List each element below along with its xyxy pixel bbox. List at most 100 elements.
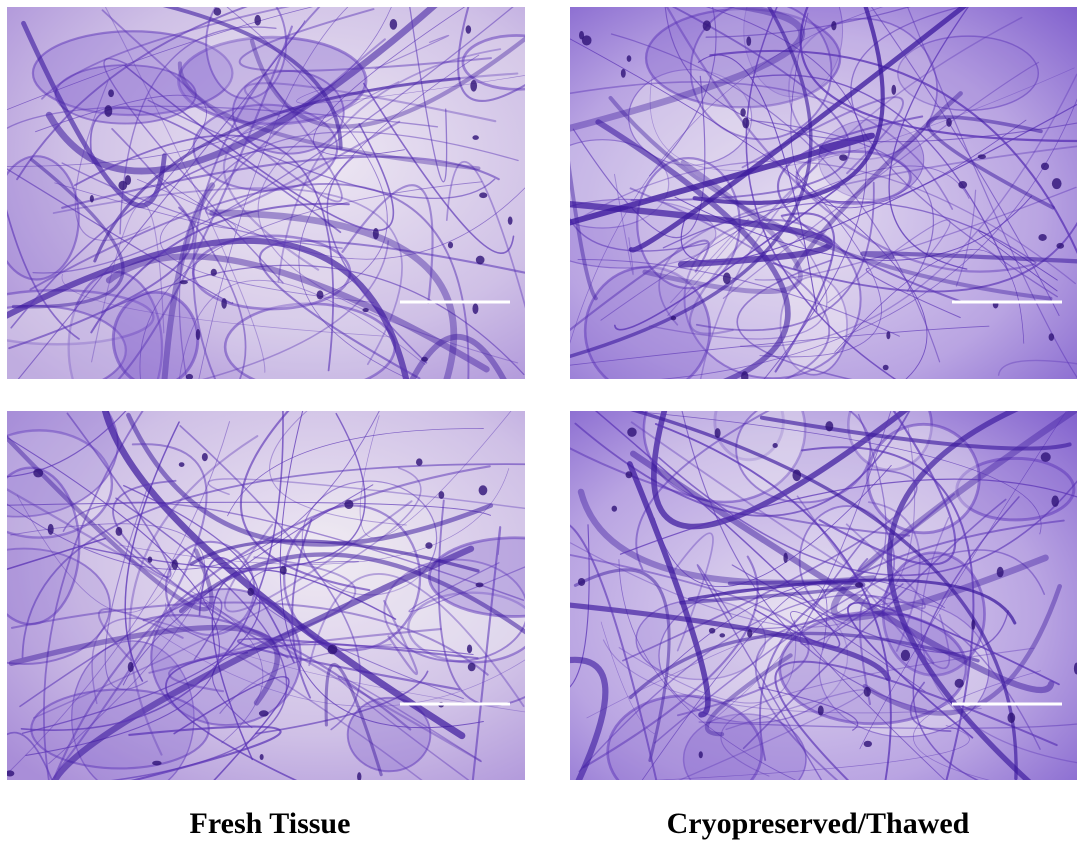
nucleus xyxy=(172,559,178,569)
nucleus xyxy=(839,154,847,161)
nucleus xyxy=(280,566,287,575)
nucleus xyxy=(627,55,632,62)
nucleus xyxy=(741,371,748,382)
nucleus xyxy=(128,662,134,672)
nucleus xyxy=(479,192,487,198)
nucleus xyxy=(344,500,353,509)
nucleus xyxy=(626,471,633,478)
nucleus xyxy=(621,69,626,78)
nucleus xyxy=(416,458,423,465)
nucleus xyxy=(1007,713,1015,724)
nucleus xyxy=(1038,234,1046,241)
nucleus xyxy=(508,217,513,225)
nucleus xyxy=(373,228,379,239)
nucleus xyxy=(971,619,975,629)
nucleus xyxy=(180,280,188,284)
nucleus xyxy=(479,485,488,495)
nucleus xyxy=(33,469,43,478)
nucleus xyxy=(186,374,193,380)
nucleus xyxy=(472,135,478,140)
nucleus xyxy=(108,89,114,97)
caption: Cryopreserved/Thawed xyxy=(667,807,970,840)
nucleus xyxy=(747,629,752,638)
figure: Fresh Tissue Cryopreserved/Thawed xyxy=(0,0,1077,850)
nucleus xyxy=(1041,452,1051,462)
nucleus xyxy=(671,316,677,321)
nucleus xyxy=(742,118,749,129)
nucleus xyxy=(1049,333,1055,341)
nucleus xyxy=(259,710,269,716)
nucleus xyxy=(1052,178,1062,189)
nucleus xyxy=(179,462,185,467)
nucleus xyxy=(831,21,836,30)
nucleus xyxy=(214,8,222,16)
nucleus xyxy=(886,331,890,339)
nucleus xyxy=(864,741,872,747)
nucleus xyxy=(1051,496,1058,507)
nucleus xyxy=(825,421,833,431)
nucleus xyxy=(883,365,889,371)
nucleus xyxy=(709,628,715,634)
nucleus xyxy=(221,298,227,309)
nucleus xyxy=(202,453,208,461)
nucleus xyxy=(48,524,54,535)
nucleus xyxy=(864,687,871,697)
nucleus xyxy=(196,329,201,340)
nucleus xyxy=(1056,243,1064,249)
nucleus xyxy=(891,85,896,95)
nucleus xyxy=(1041,163,1049,170)
caption: Fresh Tissue xyxy=(190,807,351,840)
nucleus xyxy=(438,491,444,499)
nucleus xyxy=(978,154,986,159)
nucleus xyxy=(476,582,484,587)
nucleus xyxy=(317,290,324,299)
nucleus xyxy=(773,443,778,448)
nucleus xyxy=(997,567,1004,578)
micrograph xyxy=(539,357,1077,817)
nucleus xyxy=(783,553,787,563)
nucleus xyxy=(901,650,910,661)
nucleus xyxy=(118,181,127,190)
micrograph xyxy=(530,0,1077,415)
nucleus xyxy=(578,578,585,586)
nucleus xyxy=(148,557,153,563)
nucleus xyxy=(855,582,863,587)
nucleus xyxy=(746,36,751,46)
nucleus xyxy=(211,269,217,276)
lobule xyxy=(780,612,967,723)
nucleus xyxy=(627,427,636,436)
nucleus xyxy=(699,751,703,758)
nucleus xyxy=(612,506,618,512)
nucleus xyxy=(955,679,964,688)
nucleus xyxy=(723,273,731,285)
nucleus xyxy=(362,308,368,312)
nucleus xyxy=(116,527,123,536)
nucleus xyxy=(719,633,725,637)
nucleus xyxy=(357,772,361,781)
nucleus xyxy=(472,303,478,314)
nucleus xyxy=(740,108,745,117)
nucleus xyxy=(260,754,264,760)
nucleus xyxy=(715,428,721,438)
micrograph xyxy=(0,0,570,424)
lobule xyxy=(0,156,79,279)
nucleus xyxy=(958,181,967,189)
micrograph-grid xyxy=(0,0,1077,818)
nucleus xyxy=(421,357,428,362)
nucleus xyxy=(152,761,161,766)
nucleus xyxy=(466,25,472,34)
nucleus xyxy=(328,645,338,655)
nucleus xyxy=(468,663,476,672)
page: Fresh Tissue Cryopreserved/Thawed (() =>… xyxy=(0,0,1077,850)
nucleus xyxy=(792,469,801,481)
nucleus xyxy=(390,19,398,30)
micrograph xyxy=(0,370,600,818)
nucleus xyxy=(104,105,112,117)
nucleus xyxy=(90,195,94,202)
nucleus xyxy=(5,770,14,776)
nucleus xyxy=(448,242,453,249)
nucleus xyxy=(247,588,253,596)
nucleus xyxy=(818,706,824,716)
nucleus xyxy=(254,15,261,26)
nucleus xyxy=(946,118,952,127)
